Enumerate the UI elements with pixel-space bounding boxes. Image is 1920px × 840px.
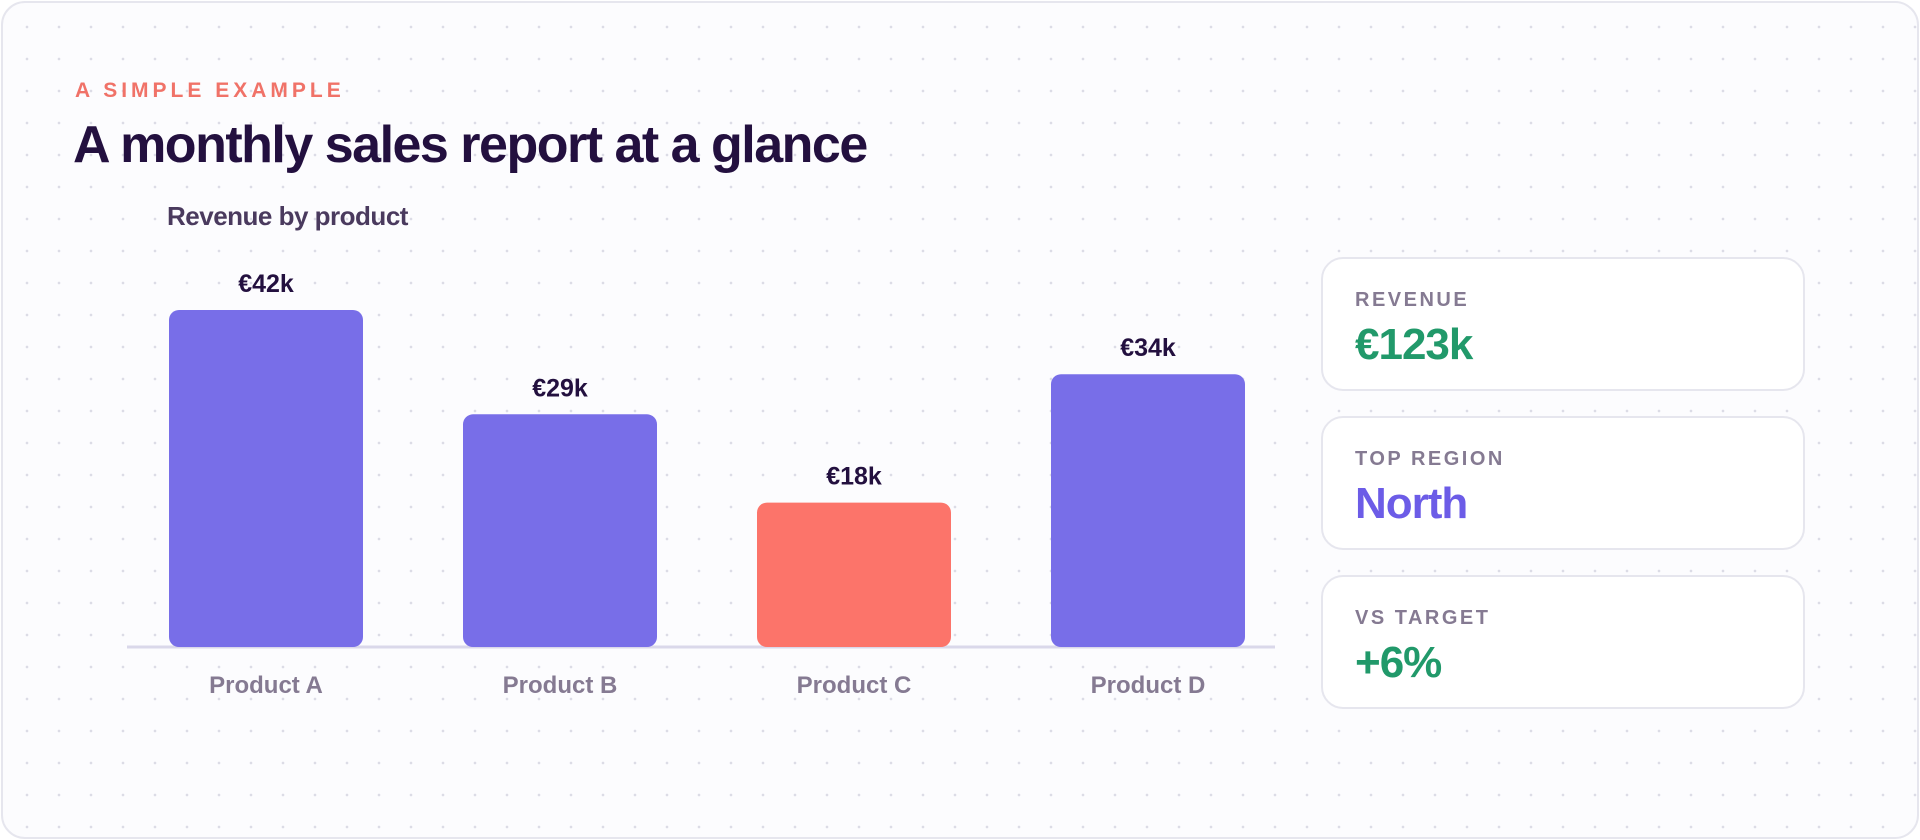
stat-value-top-region: North <box>1355 479 1468 528</box>
eyebrow-label: A SIMPLE EXAMPLE <box>75 79 345 102</box>
category-label-product-d: Product D <box>1091 672 1206 699</box>
bar-value-label-product-a: €42k <box>238 270 294 298</box>
bar-product-d <box>1051 374 1245 647</box>
bar-value-label-product-c: €18k <box>826 463 882 491</box>
category-label-product-a: Product A <box>209 672 323 699</box>
stats-panel: REVENUE €123k TOP REGION North VS TARGET… <box>1321 257 1805 734</box>
stat-label-top-region: TOP REGION <box>1355 448 1505 470</box>
bar-product-b <box>463 414 657 647</box>
chart-title: Revenue by product <box>167 201 408 231</box>
stat-card-vs-target: VS TARGET +6% <box>1321 575 1805 709</box>
stat-label-vs-target: VS TARGET <box>1355 607 1491 629</box>
category-label-product-b: Product B <box>503 672 618 699</box>
stat-value-vs-target: +6% <box>1355 638 1442 687</box>
bar-value-label-product-d: €34k <box>1120 334 1176 362</box>
stat-value-revenue: €123k <box>1355 320 1473 369</box>
revenue-bar-chart: €42k Product A €29k Product B €18k Product C €… <box>127 270 1275 699</box>
stat-card-revenue: REVENUE €123k <box>1321 257 1805 391</box>
bar-product-c <box>757 502 951 647</box>
page-title: A monthly sales report at a glance <box>73 116 868 174</box>
bar-value-label-product-b: €29k <box>532 374 588 402</box>
category-label-product-c: Product C <box>797 672 912 699</box>
bar-product-a <box>169 310 363 647</box>
stat-label-revenue: REVENUE <box>1355 289 1470 311</box>
stat-card-top-region: TOP REGION North <box>1321 416 1805 550</box>
